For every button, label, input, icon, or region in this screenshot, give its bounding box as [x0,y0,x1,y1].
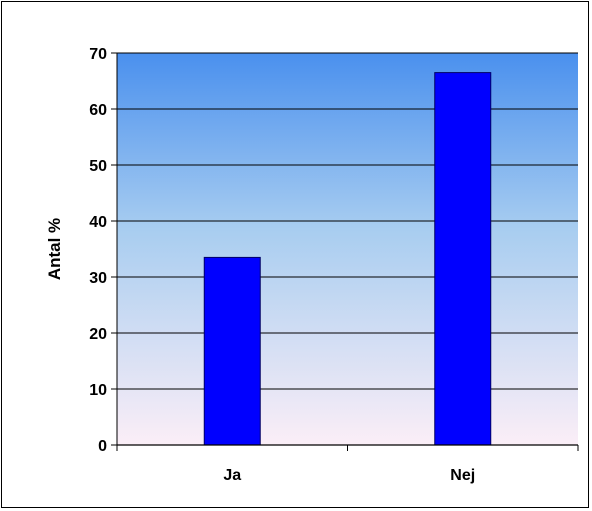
tick-labels: 0 10 20 30 40 50 60 70 Ja Nej [89,46,475,484]
bar-nej [434,72,492,446]
y-tick-label: 40 [89,214,107,231]
y-tick-label: 70 [89,46,107,63]
x-tick-label: Ja [223,467,241,484]
y-tick-label: 20 [89,326,107,343]
plot-area [117,53,578,445]
y-tick-label: 30 [89,270,107,287]
x-tick-label: Nej [450,467,475,484]
y-tick-label: 60 [89,102,107,119]
gridlines [117,52,578,390]
bar-ja [203,256,261,446]
y-tick-label: 50 [89,158,107,175]
y-axis-title: Antal % [45,218,64,280]
y-tick-label: 0 [98,438,107,455]
y-tick-label: 10 [89,382,107,399]
axes [111,52,579,451]
